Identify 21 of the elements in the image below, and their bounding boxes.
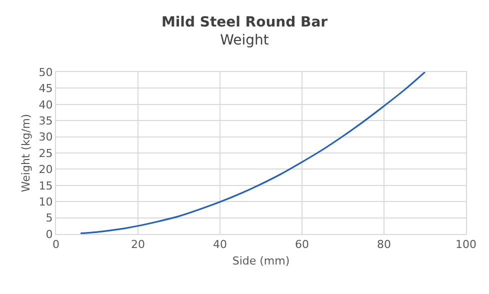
x-tick-label: 40	[213, 238, 227, 252]
y-axis-title: Weight (kg/m)	[19, 114, 32, 192]
x-tick-label: 100	[456, 238, 476, 252]
y-tick-label: 50	[38, 66, 53, 79]
x-tick-label: 80	[377, 238, 391, 252]
x-tick-label: 20	[131, 238, 145, 252]
x-tick-label: 60	[295, 238, 309, 252]
y-tick-label: 5	[46, 212, 53, 225]
y-tick-label: 20	[38, 163, 53, 176]
chart-subtitle: Weight	[220, 32, 270, 49]
y-tick-label: 0	[46, 228, 53, 241]
y-tick-label: 30	[38, 130, 53, 144]
x-axis-title: Side (mm)	[232, 254, 290, 268]
y-tick-label: 35	[38, 114, 53, 128]
chart-title: Mild Steel Round Bar	[161, 14, 328, 30]
y-tick-label: 25	[38, 146, 53, 160]
y-tick-label: 45	[38, 82, 53, 96]
line-series	[80, 72, 426, 234]
y-tick-label: 10	[38, 195, 53, 208]
y-tick-label: 40	[38, 98, 53, 112]
y-tick-label: 15	[38, 179, 53, 192]
